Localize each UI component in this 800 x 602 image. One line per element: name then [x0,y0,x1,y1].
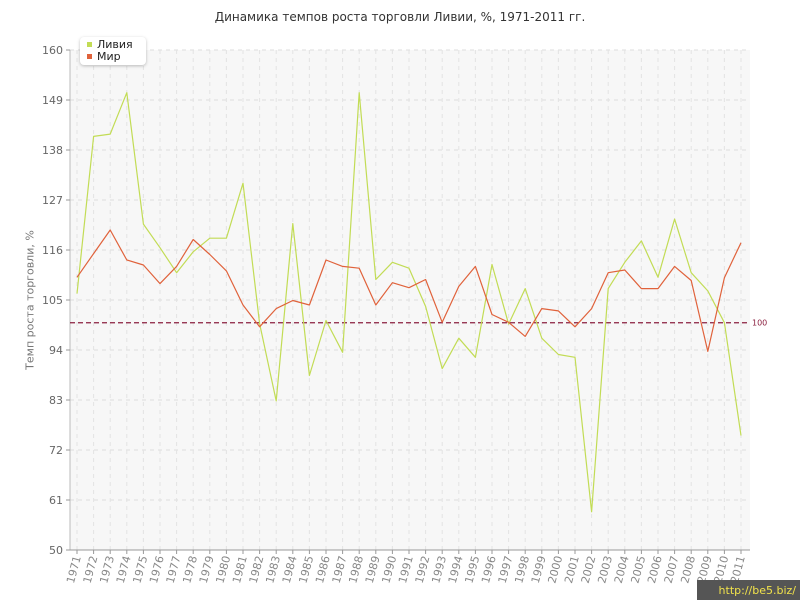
legend-item-libya[interactable]: Ливия [87,38,133,51]
series-line-world [76,229,742,352]
y-tick-label: 116 [42,244,63,257]
legend-label-libya: Ливия [97,38,133,51]
reference-line-label: 100 [752,319,767,328]
y-tick-label: 105 [42,294,63,307]
legend-swatch-libya [87,41,92,47]
y-tick-label: 160 [42,44,63,57]
series-line-libya [76,92,742,513]
legend-swatch-world [87,53,92,59]
y-tick-label: 127 [42,194,63,207]
legend: Ливия Мир [80,37,146,65]
legend-item-world[interactable]: Мир [87,50,121,63]
y-tick-label: 149 [42,94,63,107]
chart-title: Динамика темпов роста торговли Ливии, %,… [214,10,586,24]
y-tick-label: 83 [49,394,63,407]
watermark-link[interactable]: http://be5.biz/ [697,580,800,600]
legend-label-world: Мир [97,50,121,63]
y-tick-label: 50 [49,544,63,557]
y-tick-label: 72 [49,444,63,457]
y-tick-label: 94 [49,344,63,357]
y-tick-label: 61 [49,494,63,507]
y-tick-label: 138 [42,144,63,157]
